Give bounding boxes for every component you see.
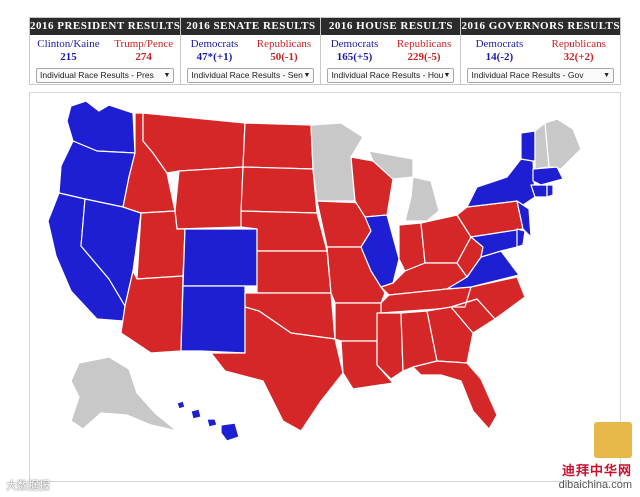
rep-label: Trump/Pence bbox=[114, 38, 174, 50]
rep-label: Republicans bbox=[396, 38, 452, 50]
state-kansas[interactable] bbox=[256, 250, 332, 294]
dem-label: Democrats bbox=[330, 38, 379, 50]
us-results-map bbox=[29, 92, 621, 482]
rep-value: 274 bbox=[135, 51, 152, 63]
dem-result: Clinton/Kaine 215 bbox=[37, 38, 99, 66]
state-new-jersey[interactable] bbox=[516, 200, 532, 238]
rep-result: Republicans 50(-1) bbox=[257, 38, 311, 66]
watermark-url: dibaichina.com bbox=[558, 479, 632, 491]
state-south-dakota[interactable] bbox=[240, 166, 318, 214]
dropdown-arrow-icon: ▼ bbox=[443, 72, 451, 79]
watermark-cn-text: 迪拜中华网 bbox=[561, 464, 632, 479]
panel-title: 2016 HOUSE RESULTS bbox=[321, 18, 461, 35]
state-hawaii[interactable] bbox=[176, 400, 240, 442]
state-alaska[interactable] bbox=[70, 356, 178, 432]
state-new-mexico[interactable] bbox=[180, 285, 246, 354]
state-maine[interactable] bbox=[544, 118, 582, 170]
race-results-dropdown[interactable]: Individual Race Results - Sen ▼ bbox=[187, 68, 315, 83]
race-results-dropdown[interactable]: Individual Race Results - Hou ▼ bbox=[327, 68, 455, 83]
dem-result: Democrats 14(-2) bbox=[476, 38, 524, 66]
dropdown-arrow-icon: ▼ bbox=[603, 72, 611, 79]
rep-result: Republicans 229(-5) bbox=[397, 38, 451, 66]
dem-result: Democrats 165(+5) bbox=[331, 38, 379, 66]
rep-result: Trump/Pence 274 bbox=[114, 38, 173, 66]
dem-label: Clinton/Kaine bbox=[37, 38, 100, 50]
governors-results-panel: 2016 GOVERNORS RESULTS Democrats 14(-2) … bbox=[461, 18, 621, 84]
rep-result: Republicans 32(+2) bbox=[551, 38, 605, 66]
dem-label: Democrats bbox=[475, 38, 524, 50]
state-washington[interactable] bbox=[66, 100, 136, 154]
state-indiana[interactable] bbox=[398, 222, 426, 272]
state-colorado[interactable] bbox=[182, 228, 258, 287]
us-map-svg bbox=[47, 100, 582, 442]
state-massachusetts[interactable] bbox=[532, 166, 564, 186]
rep-value: 229(-5) bbox=[407, 51, 441, 63]
state-vermont[interactable] bbox=[520, 130, 536, 162]
state-mississippi[interactable] bbox=[376, 312, 404, 380]
rep-value: 32(+2) bbox=[563, 51, 594, 63]
state-michigan[interactable] bbox=[368, 150, 440, 222]
dropdown-value: Individual Race Results - Pres bbox=[40, 70, 154, 80]
state-arkansas[interactable] bbox=[334, 302, 382, 342]
dropdown-arrow-icon: ▼ bbox=[163, 72, 171, 79]
state-delaware[interactable] bbox=[516, 228, 526, 248]
state-arizona[interactable] bbox=[120, 270, 184, 354]
dropdown-value: Individual Race Results - Sen bbox=[191, 70, 303, 80]
dem-value: 14(-2) bbox=[485, 51, 514, 63]
senate-results-panel: 2016 SENATE RESULTS Democrats 47*(+1) Re… bbox=[181, 18, 322, 84]
dem-label: Democrats bbox=[190, 38, 239, 50]
state-wyoming[interactable] bbox=[174, 166, 244, 230]
house-results-panel: 2016 HOUSE RESULTS Democrats 165(+5) Rep… bbox=[321, 18, 462, 84]
state-georgia[interactable] bbox=[426, 306, 474, 364]
dem-result: Democrats 47*(+1) bbox=[191, 38, 239, 66]
rep-label: Republicans bbox=[256, 38, 312, 50]
results-panels: 2016 PRESIDENT RESULTS Clinton/Kaine 215… bbox=[29, 17, 621, 85]
dropdown-arrow-icon: ▼ bbox=[303, 72, 311, 79]
panel-title: 2016 PRESIDENT RESULTS bbox=[30, 18, 181, 35]
watermark-right: 迪拜中华网 dibaichina.com bbox=[559, 422, 632, 491]
state-texas[interactable] bbox=[210, 306, 344, 432]
dem-value: 47*(+1) bbox=[196, 51, 233, 63]
rep-value: 50(-1) bbox=[270, 51, 298, 63]
dropdown-value: Individual Race Results - Hou bbox=[331, 70, 444, 80]
race-results-dropdown[interactable]: Individual Race Results - Pres ▼ bbox=[36, 68, 175, 83]
panel-title: 2016 GOVERNORS RESULTS bbox=[461, 18, 621, 35]
state-florida[interactable] bbox=[412, 360, 498, 430]
dem-value: 165(+5) bbox=[336, 51, 373, 63]
dropdown-value: Individual Race Results - Gov bbox=[471, 70, 584, 80]
state-north-dakota[interactable] bbox=[242, 122, 314, 170]
race-results-dropdown[interactable]: Individual Race Results - Gov ▼ bbox=[467, 68, 615, 83]
watermark-logo bbox=[594, 422, 632, 458]
rep-label: Republicans bbox=[551, 38, 606, 50]
state-new-york[interactable] bbox=[466, 158, 536, 208]
president-results-panel: 2016 PRESIDENT RESULTS Clinton/Kaine 215… bbox=[30, 18, 182, 84]
panel-title: 2016 SENATE RESULTS bbox=[181, 18, 321, 35]
dem-value: 215 bbox=[60, 51, 77, 63]
state-rhode-island[interactable] bbox=[546, 184, 554, 198]
watermark-left: 大数据报 bbox=[6, 479, 50, 492]
